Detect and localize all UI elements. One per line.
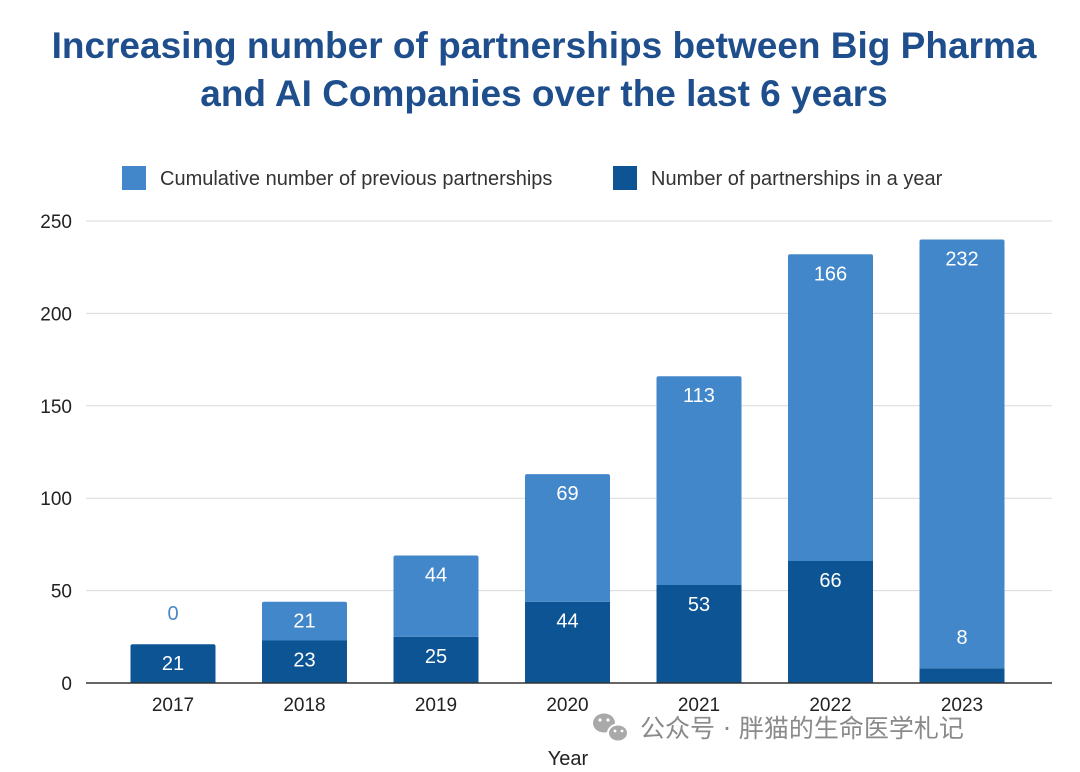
legend-swatch-cumulative <box>122 166 146 190</box>
bar-cumulative <box>656 376 742 586</box>
y-tick-label: 250 <box>40 212 72 233</box>
x-axis-ticks: 2017 2018 2019 2020 2021 2022 2023 <box>152 695 983 716</box>
x-tick-label: 2019 <box>415 695 457 716</box>
bar-cumulative <box>919 239 1005 669</box>
data-label-yearly: 53 <box>688 594 710 616</box>
bar-cumulative <box>393 555 479 637</box>
bar-cumulative <box>262 601 347 641</box>
chart-title-line-2: and AI Companies over the last 6 years <box>200 73 888 114</box>
legend-label-yearly: Number of partnerships in a year <box>651 168 943 190</box>
x-tick-label: 2020 <box>546 695 588 716</box>
legend-swatch-yearly <box>613 166 637 190</box>
data-label-yearly: 44 <box>556 611 578 633</box>
data-label-yearly: 21 <box>162 653 184 675</box>
data-label-cumulative: 0 <box>167 603 178 625</box>
bar-yearly <box>788 561 873 683</box>
bar-yearly <box>393 636 479 683</box>
x-tick-label: 2017 <box>152 695 194 716</box>
data-label-cumulative: 166 <box>814 263 847 285</box>
y-tick-label: 50 <box>51 582 72 603</box>
wechat-icon <box>593 713 629 743</box>
bars <box>130 239 1005 683</box>
x-tick-label: 2023 <box>941 695 983 716</box>
x-axis-title: Year <box>548 748 589 770</box>
watermark: 公众号 · 胖猫的生命医学札记 <box>593 713 964 743</box>
x-tick-label: 2018 <box>283 695 325 716</box>
data-label-yearly: 8 <box>956 627 967 649</box>
legend: Cumulative number of previous partnershi… <box>122 166 943 190</box>
data-label-cumulative: 21 <box>293 611 315 633</box>
data-label-yearly: 23 <box>293 649 315 671</box>
data-label-cumulative: 232 <box>945 248 978 270</box>
x-tick-label: 2022 <box>809 695 851 716</box>
y-tick-label: 100 <box>40 489 72 510</box>
gridlines <box>86 220 1052 592</box>
data-label-yearly: 25 <box>425 646 447 668</box>
bar-yearly <box>656 585 742 683</box>
legend-label-cumulative: Cumulative number of previous partnershi… <box>160 168 552 190</box>
data-label-yearly: 66 <box>819 570 841 592</box>
x-tick-label: 2021 <box>678 695 720 716</box>
y-tick-label: 0 <box>61 674 72 695</box>
chart-title: Increasing number of partnerships betwee… <box>52 25 1037 114</box>
data-label-cumulative: 69 <box>556 483 578 505</box>
bar-cumulative <box>525 474 610 602</box>
y-axis-ticks: 0 50 100 150 200 250 <box>40 212 72 695</box>
bar-yearly <box>525 601 610 683</box>
bar-cumulative <box>788 254 873 562</box>
y-tick-label: 200 <box>40 304 72 325</box>
data-label-cumulative: 113 <box>683 385 715 407</box>
bar-yearly <box>130 644 216 683</box>
watermark-text: 公众号 · 胖猫的生命医学札记 <box>640 714 964 743</box>
bar-yearly <box>262 640 347 683</box>
bar-yearly <box>919 668 1005 683</box>
data-labels: 21 0 23 21 25 44 44 69 53 113 66 166 8 232 <box>162 248 979 675</box>
data-label-cumulative: 44 <box>425 564 447 586</box>
y-tick-label: 150 <box>40 397 72 418</box>
chart-title-line-1: Increasing number of partnerships betwee… <box>52 25 1037 66</box>
